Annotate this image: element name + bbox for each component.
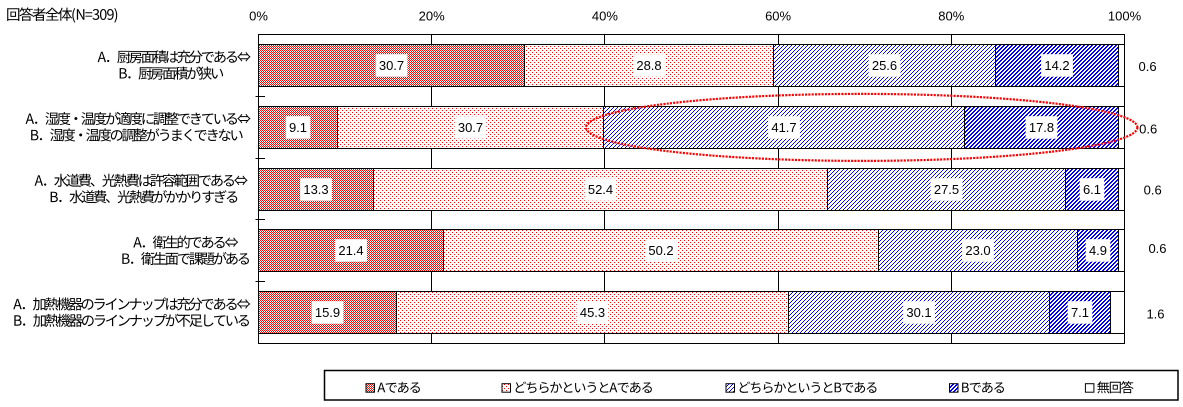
svg-text:20%: 20% <box>419 9 445 24</box>
svg-text:21.4: 21.4 <box>338 243 363 258</box>
svg-text:13.3: 13.3 <box>303 182 328 197</box>
svg-text:15.9: 15.9 <box>315 305 340 320</box>
svg-text:7.1: 7.1 <box>1071 305 1089 320</box>
svg-text:17.8: 17.8 <box>1029 120 1054 135</box>
svg-text:45.3: 45.3 <box>580 305 605 320</box>
svg-text:52.4: 52.4 <box>588 182 613 197</box>
svg-text:23.0: 23.0 <box>965 243 990 258</box>
svg-text:6.1: 6.1 <box>1083 182 1101 197</box>
svg-text:30.7: 30.7 <box>379 58 404 73</box>
svg-text:25.6: 25.6 <box>872 58 897 73</box>
svg-text:14.2: 14.2 <box>1044 58 1069 73</box>
svg-text:27.5: 27.5 <box>934 182 959 197</box>
svg-text:0%: 0% <box>249 9 268 24</box>
svg-text:50.2: 50.2 <box>648 243 673 258</box>
svg-text:30.7: 30.7 <box>458 120 483 135</box>
svg-text:9.1: 9.1 <box>289 120 307 135</box>
svg-text:4.9: 4.9 <box>1089 243 1107 258</box>
svg-text:0.6: 0.6 <box>1144 182 1162 197</box>
svg-text:60%: 60% <box>765 9 791 24</box>
svg-text:30.1: 30.1 <box>906 305 931 320</box>
svg-text:0.6: 0.6 <box>1148 241 1166 256</box>
svg-text:1.6: 1.6 <box>1146 307 1164 322</box>
svg-text:0.6: 0.6 <box>1139 59 1157 74</box>
svg-text:0.6: 0.6 <box>1139 121 1157 136</box>
svg-text:100%: 100% <box>1108 9 1142 24</box>
svg-text:28.8: 28.8 <box>636 58 661 73</box>
svg-text:40%: 40% <box>592 9 618 24</box>
svg-text:41.7: 41.7 <box>771 120 796 135</box>
svg-text:80%: 80% <box>938 9 964 24</box>
